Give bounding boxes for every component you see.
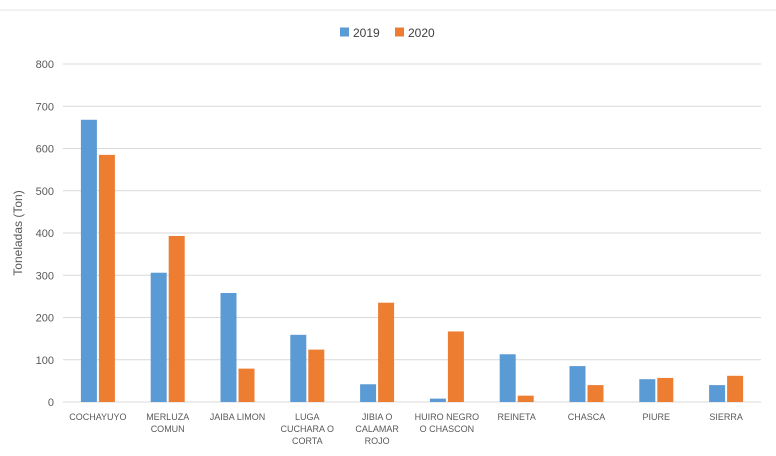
x-axis-labels: COCHAYUYO MERLUZA COMUN JAIBA LIMON LUGA CUCH… xyxy=(69,412,743,446)
bar-2020-9 xyxy=(727,375,744,402)
y-tick-label: 800 xyxy=(36,59,54,71)
y-axis-ticks: 0 100 200 300 400 500 600 700 800 xyxy=(36,59,54,409)
y-axis-title: Toneladas (Ton) xyxy=(11,190,25,275)
x-tick-label: COCHAYUYO xyxy=(69,412,126,422)
y-tick-label: 700 xyxy=(36,101,54,113)
x-tick-label: LUGA CUCHARA O CORTA xyxy=(281,412,335,446)
bar-2019-9 xyxy=(709,385,726,402)
x-tick-label: MERLUZA COMUN xyxy=(146,412,189,434)
bar-2019-6 xyxy=(499,354,516,402)
bar-2020-6 xyxy=(517,395,534,402)
y-tick-label: 500 xyxy=(36,186,54,198)
x-tick-label: CHASCA xyxy=(568,412,606,422)
bar-2019-4 xyxy=(360,384,377,402)
x-tick-label: PIURE xyxy=(643,412,671,422)
x-tick-label: JIBIA O CALAMAR ROJO xyxy=(355,412,399,446)
bar-2020-0 xyxy=(98,154,115,402)
bar-2019-2 xyxy=(220,292,237,402)
y-tick-label: 100 xyxy=(36,355,54,367)
x-tick-label: SIERRA xyxy=(709,412,743,422)
legend-label-2020: 2020 xyxy=(408,26,435,40)
legend-swatch-2019 xyxy=(340,27,349,37)
x-tick-label: REINETA xyxy=(498,412,536,422)
legend: 2019 2020 xyxy=(340,26,435,40)
y-tick-label: 200 xyxy=(36,313,54,325)
bar-2019-1 xyxy=(150,272,167,402)
bar-2020-7 xyxy=(587,385,604,402)
x-tick-label: HUIRO NEGRO O CHASCON xyxy=(415,412,480,434)
bar-2019-7 xyxy=(569,366,586,402)
legend-swatch-2020 xyxy=(395,27,404,37)
bar-2020-2 xyxy=(238,368,255,402)
x-tick-label: JAIBA LIMON xyxy=(210,412,266,422)
legend-label-2019: 2019 xyxy=(353,26,380,40)
bar-2019-5 xyxy=(429,398,446,402)
bar-2019-3 xyxy=(290,334,307,402)
y-tick-label: 400 xyxy=(36,228,54,240)
bar-2019-0 xyxy=(80,119,97,403)
y-tick-label: 0 xyxy=(48,397,54,409)
bar-2020-3 xyxy=(308,349,325,402)
bars xyxy=(80,119,744,403)
bar-2020-5 xyxy=(447,331,464,402)
bar-2020-1 xyxy=(168,235,185,402)
bar-2020-4 xyxy=(378,302,395,402)
y-tick-label: 600 xyxy=(36,144,54,156)
y-tick-label: 300 xyxy=(36,270,54,282)
bar-2020-8 xyxy=(657,377,674,402)
bar-2019-8 xyxy=(639,379,656,402)
